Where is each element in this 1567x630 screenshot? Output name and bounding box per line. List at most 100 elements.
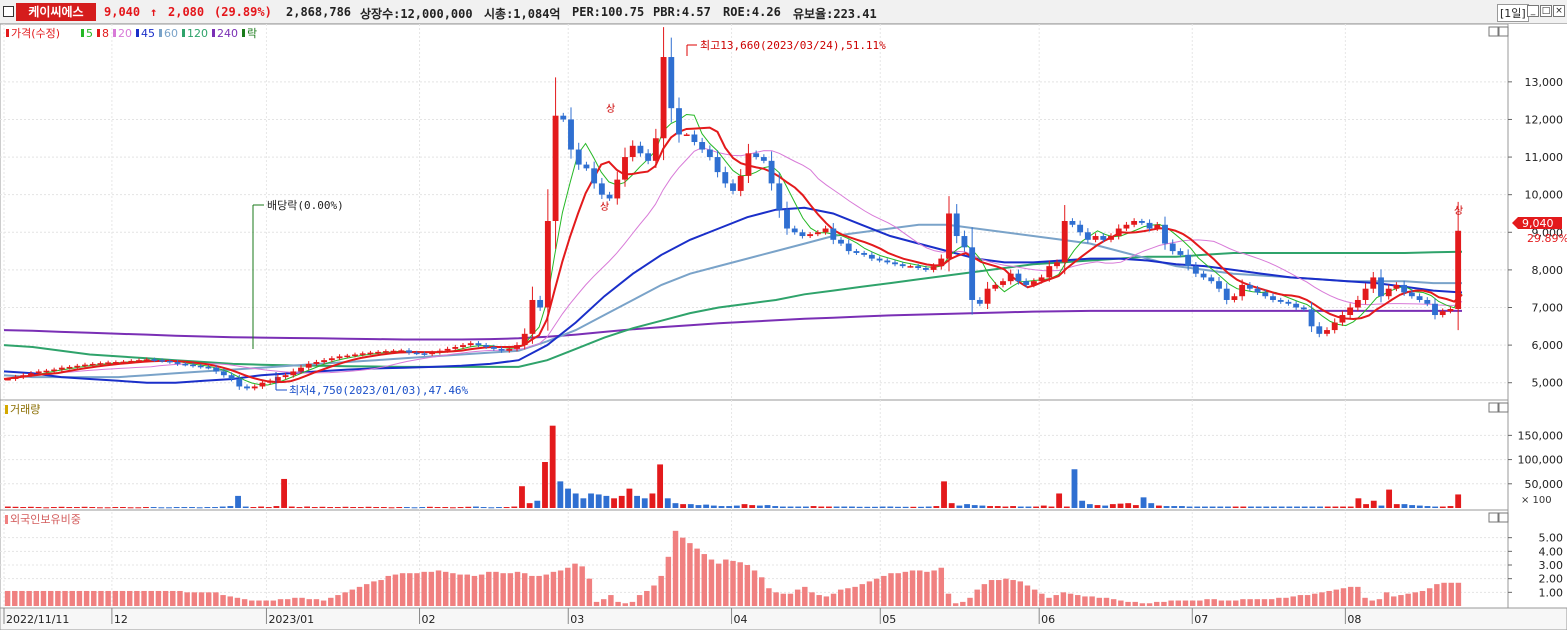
candle-body: [483, 345, 490, 347]
foreign-bar: [931, 570, 937, 606]
price-tick-label: 8,000: [1532, 264, 1564, 277]
volume-bar: [841, 506, 848, 508]
candle-body: [1084, 232, 1091, 240]
volume-bar: [1271, 506, 1277, 508]
volume-bar: [150, 507, 157, 509]
foreign-bar: [363, 584, 370, 606]
volume-bar: [557, 481, 564, 508]
volume-bar: [918, 506, 924, 508]
foreign-bar: [543, 574, 549, 606]
candle-body: [259, 382, 266, 387]
current-price-tag-label: 9,040: [1522, 217, 1554, 230]
candle-body: [1069, 221, 1076, 225]
candle-body: [614, 179, 621, 199]
volume-bar: [1409, 505, 1416, 508]
foreign-bar: [1082, 596, 1088, 606]
up-arrow-icon: ↑: [150, 5, 158, 19]
foreign-bar: [292, 597, 298, 606]
volume-bar: [357, 507, 364, 509]
volume-bar: [856, 506, 863, 508]
close-icon[interactable]: ×: [1553, 5, 1565, 17]
volume-bar: [849, 506, 855, 508]
foreign-bar: [651, 585, 657, 606]
foreign-bar: [1125, 601, 1131, 606]
foreign-bar: [241, 599, 248, 606]
restore-icon[interactable]: □: [1540, 5, 1552, 17]
candle-body: [328, 358, 335, 361]
price-tick-label: 5,000: [1532, 377, 1564, 390]
legend-label-1: 5: [86, 27, 93, 40]
foreign-bar: [213, 592, 219, 606]
volume-bar: [1086, 504, 1093, 508]
minimize-icon[interactable]: _: [1527, 5, 1539, 17]
volume-bar: [4, 506, 11, 508]
volume-bar: [687, 504, 694, 508]
foreign-bar: [787, 593, 794, 606]
candle-body: [1401, 284, 1408, 293]
volume-bar: [1178, 506, 1185, 508]
candle-body: [1177, 251, 1184, 255]
foreign-bar: [1426, 588, 1433, 606]
volume-bar: [802, 506, 809, 508]
period-selector[interactable]: [1일]: [1497, 4, 1529, 22]
volume-bars: [4, 425, 1462, 509]
legend-swatch-5: [159, 29, 162, 37]
volume-bar: [534, 500, 541, 508]
candle-body: [1424, 299, 1431, 304]
volume-bar: [572, 493, 579, 508]
candle-body: [274, 377, 281, 381]
candle-body: [776, 183, 783, 210]
foreign-bar: [830, 593, 837, 606]
ma8-line: [3, 126, 1463, 383]
stock-name[interactable]: 케이씨에스: [16, 3, 96, 21]
candle-body: [1169, 243, 1176, 252]
foreign-bar: [1391, 596, 1397, 606]
select-checkbox[interactable]: [3, 6, 14, 17]
stock-chart[interactable]: 가격(수정) 5 8 20 45 60 120 240 락 5,000 6,000 7,000 8,0…: [0, 24, 1567, 630]
foreign-bar: [284, 599, 291, 606]
candle-body: [1316, 326, 1323, 334]
volume-bar: [204, 507, 211, 509]
candle-body: [629, 145, 636, 158]
foreign-bar: [586, 578, 593, 606]
candle-body: [1408, 292, 1415, 297]
foreign-bar: [1233, 600, 1239, 606]
candle-body: [1108, 236, 1114, 240]
foreign-bar: [1218, 600, 1225, 606]
price-tick-label: 9,000: [1532, 226, 1564, 239]
volume-bar: [488, 507, 495, 509]
legend-label-6: 120: [187, 27, 208, 40]
pbr-value: PBR:4.57: [653, 5, 711, 19]
volume-bar: [1317, 506, 1323, 508]
foreign-bar: [263, 600, 269, 606]
candle-body: [938, 258, 945, 267]
foreign-title: 외국인보유비중: [5, 513, 81, 526]
price-tick-label: 11,000: [1525, 151, 1564, 164]
candle-body: [305, 363, 312, 368]
volume-bar: [1063, 506, 1070, 508]
foreign-bar: [694, 548, 700, 606]
foreign-bar: [1110, 599, 1117, 606]
volume-bar: [350, 507, 357, 509]
low-label: 최저4,750(2023/01/03),47.46%: [289, 384, 469, 397]
candle-body: [892, 262, 898, 265]
volume-bar: [480, 507, 487, 509]
candle-body: [1254, 288, 1261, 293]
foreign-bar: [1319, 592, 1325, 606]
foreign-bar: [1017, 581, 1024, 606]
candle-body: [1393, 284, 1400, 289]
volume-bar: [1447, 506, 1454, 508]
foreign-bar: [478, 574, 485, 606]
volume-bar: [388, 507, 395, 509]
candle-body: [1416, 296, 1423, 300]
ma5-line: [3, 113, 1463, 386]
candle-body: [490, 346, 497, 349]
volume-bar: [810, 506, 817, 508]
svg-text:외국인보유비중: 외국인보유비중: [10, 513, 81, 526]
foreign-bar: [1419, 590, 1426, 606]
foreign-bar: [1304, 595, 1311, 606]
foreign-bar: [507, 573, 514, 606]
foreign-bar: [349, 589, 356, 606]
foreign-bar: [105, 590, 111, 606]
panel-control-icons[interactable]: [1488, 26, 1509, 523]
